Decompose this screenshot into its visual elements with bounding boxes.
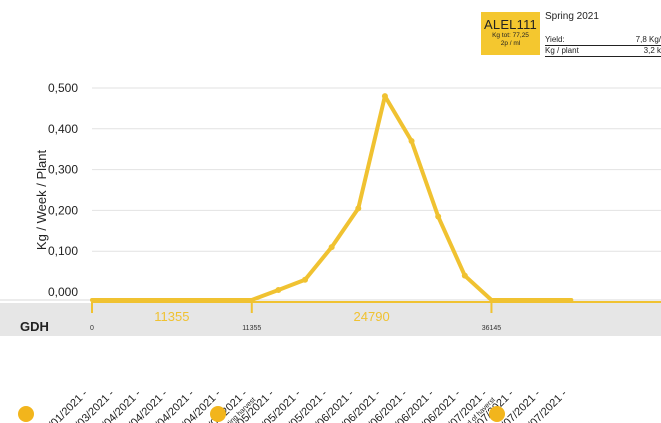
- yield-row: Yield: 7,8 Kg/: [545, 35, 661, 46]
- data-point: [381, 93, 388, 100]
- data-point: [328, 244, 335, 251]
- data-point: [275, 286, 282, 293]
- milestone-dot: [18, 406, 34, 422]
- gdh-label: GDH: [20, 319, 49, 334]
- kg-plant-label: Kg / plant: [545, 46, 579, 55]
- gdh-marker: 0: [90, 325, 94, 332]
- yield-label: Yield:: [545, 35, 565, 44]
- data-point: [302, 276, 309, 283]
- y-tick-label: 0,100: [48, 244, 78, 258]
- y-axis-label: Kg / Week / Plant: [34, 150, 49, 251]
- y-tick-label: 0,400: [48, 122, 78, 136]
- y-tick-label: 0,500: [48, 81, 78, 95]
- data-point: [461, 272, 468, 279]
- data-point: [355, 205, 362, 212]
- gdh-band: [0, 303, 661, 336]
- kg-plant-row: Kg / plant 3,2 k: [545, 46, 661, 57]
- variety-badge: ALEL111 Kg tot: 77,25 2p / ml: [481, 12, 540, 55]
- series-line: [90, 94, 574, 302]
- gdh-segment-value: 24790: [354, 309, 390, 324]
- info-panel: Spring 2021 Yield: 7,8 Kg/ Kg / plant 3,…: [545, 11, 661, 57]
- kg-plant-value: 3,2 k: [643, 46, 661, 55]
- gdh-marker: 36145: [482, 325, 502, 332]
- gdh-segment-value: 11355: [154, 309, 189, 324]
- data-point: [408, 138, 415, 145]
- season-label: Spring 2021: [545, 11, 599, 22]
- y-tick-label: 0,300: [48, 163, 78, 177]
- y-tick-label: 0,200: [48, 203, 78, 217]
- variety-code: ALEL111: [484, 17, 537, 32]
- gdh-marker: 11355: [242, 325, 261, 332]
- milestone-dot: [210, 406, 226, 422]
- yield-value: 7,8 Kg/: [635, 35, 661, 44]
- badge-total: Kg tot: 77,25: [492, 32, 529, 39]
- y-tick-label: 0,000: [48, 285, 78, 299]
- data-point: [435, 213, 442, 220]
- milestone-dot: [489, 406, 505, 422]
- badge-density: 2p / ml: [500, 40, 521, 47]
